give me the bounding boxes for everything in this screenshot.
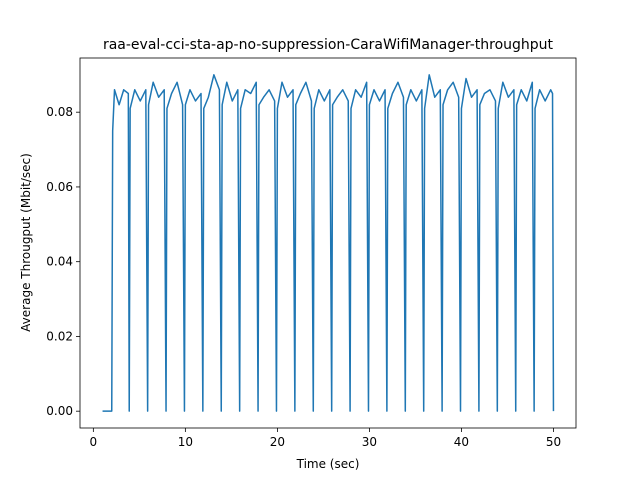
axes-frame [79,57,577,429]
y-tick-label: 0.08 [46,105,73,119]
x-tick-label: 0 [90,435,98,449]
data-line [102,74,555,412]
x-tick-label: 40 [454,435,469,449]
y-tick-label: 0.04 [46,255,73,269]
y-tick-label: 0.06 [46,180,73,194]
x-axis-label: Time (sec) [296,457,360,471]
y-tick-label: 0.02 [46,329,73,343]
x-tick-label: 20 [270,435,285,449]
x-tick-label: 50 [546,435,561,449]
x-tick-label: 10 [178,435,193,449]
chart-title: raa-eval-cci-sta-ap-no-suppression-CaraW… [103,37,554,53]
x-tick-label: 30 [362,435,377,449]
y-axis-label: Average Througput (Mbit/sec) [19,153,33,332]
y-tick-label: 0.00 [46,404,73,418]
